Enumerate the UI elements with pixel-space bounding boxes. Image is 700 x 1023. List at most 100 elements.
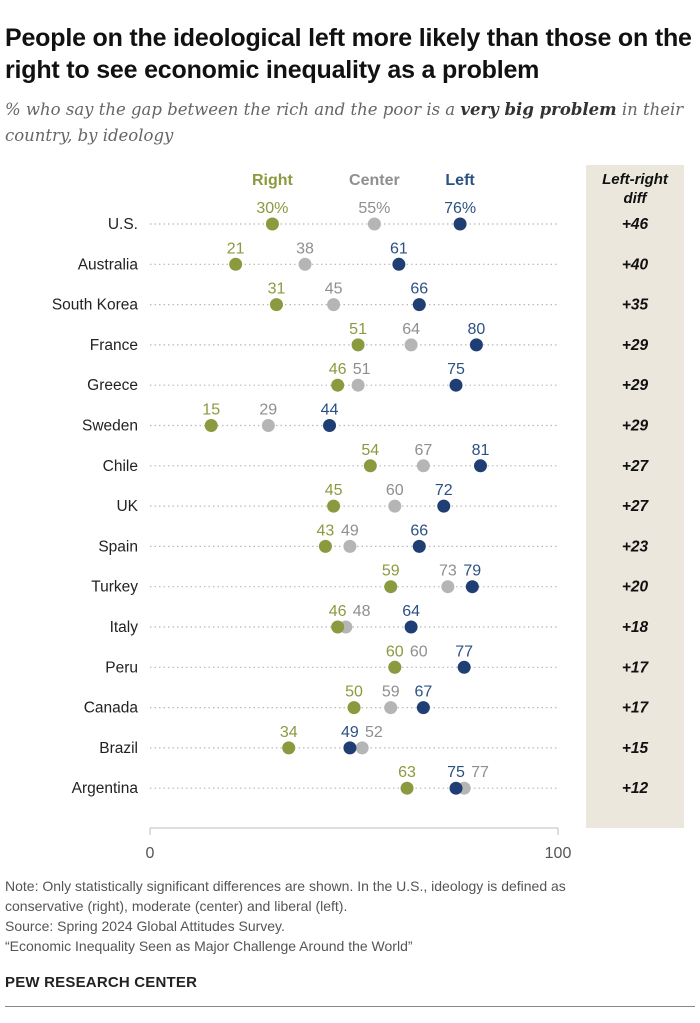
country-label: UK [116, 498, 138, 515]
value-label-left: 61 [390, 240, 408, 257]
value-label-right: 21 [227, 240, 245, 257]
subtitle-emphasis: very big problem [460, 100, 617, 119]
value-label-center: 59 [382, 684, 400, 701]
dot-right [229, 257, 243, 271]
country-label: Turkey [91, 579, 138, 596]
dot-center [343, 539, 357, 553]
legend-right: Right [252, 172, 294, 189]
value-label-center: 45 [325, 281, 343, 298]
dot-right [347, 701, 361, 715]
value-label-left: 79 [463, 563, 481, 580]
country-label: Spain [98, 538, 138, 555]
diff-value: +17 [622, 659, 650, 676]
value-label-center: 48 [353, 603, 371, 620]
diff-value: +40 [622, 256, 649, 273]
country-label: Sweden [82, 418, 138, 435]
diff-value: +27 [622, 458, 650, 475]
dot-left [412, 298, 426, 312]
subtitle-text-1: % who say the gap between the rich and t… [5, 100, 461, 119]
report-title-line: “Economic Inequality Seen as Major Chall… [5, 938, 413, 954]
pew-logo-text: PEW RESEARCH CENTER [5, 974, 198, 991]
subtitle-text-2: in their country, by ideology [5, 100, 684, 145]
country-label: Argentina [72, 780, 139, 797]
bottom-divider [5, 1006, 695, 1007]
dot-right [269, 298, 283, 312]
diff-value: +35 [622, 297, 649, 314]
dot-right [331, 378, 345, 392]
country-label: U.S. [108, 216, 138, 233]
value-label-center: 49 [341, 522, 359, 539]
value-label-left: 77 [455, 643, 473, 660]
chart-title: People on the ideological left more like… [5, 24, 692, 84]
notes: Note: Only statistically significant dif… [5, 876, 695, 956]
diff-value: +29 [622, 418, 649, 435]
value-label-left: 44 [321, 402, 339, 419]
dot-left [323, 419, 337, 432]
country-label: Australia [78, 256, 139, 273]
dot-center [367, 217, 381, 231]
diff-column-panel [586, 165, 684, 828]
value-label-right: 31 [268, 281, 286, 298]
dot-left [469, 338, 483, 352]
value-label-center: 64 [402, 321, 420, 338]
value-label-right: 51 [349, 321, 367, 338]
value-label-center: 29 [259, 402, 277, 419]
dot-right [384, 580, 398, 594]
legend-left: Left [445, 172, 475, 189]
diff-value: +46 [622, 216, 649, 233]
country-label: France [90, 337, 138, 354]
value-label-right: 45 [325, 482, 343, 499]
country-label: Brazil [99, 740, 138, 757]
value-label-center: 77 [471, 764, 489, 781]
dot-left [457, 660, 471, 674]
dot-center [441, 580, 455, 594]
value-label-right: 46 [329, 361, 347, 378]
dot-left [449, 781, 463, 795]
diff-value: +29 [622, 337, 649, 354]
dot-right [327, 499, 341, 513]
dot-left [437, 499, 451, 513]
value-label-left: 66 [410, 281, 428, 298]
dot-center [416, 459, 430, 473]
diff-value: +27 [622, 498, 650, 515]
value-label-right: 46 [329, 603, 347, 620]
value-label-right: 15 [202, 402, 220, 419]
country-label: Canada [84, 700, 139, 717]
x-tick-label: 100 [545, 845, 572, 862]
value-label-left: 75 [447, 361, 465, 378]
dot-left [449, 378, 463, 392]
diff-header: diff [623, 190, 648, 207]
dot-right [204, 419, 218, 432]
value-label-left: 75 [447, 764, 465, 781]
dot-right [265, 217, 279, 231]
value-label-center: 55% [358, 200, 390, 217]
value-label-center: 73 [439, 563, 457, 580]
dot-center [351, 378, 365, 392]
dot-right [400, 781, 414, 795]
dot-left [343, 741, 357, 755]
value-label-center: 51 [353, 361, 371, 378]
dot-center [355, 741, 369, 755]
note-line: conservative (right), moderate (center) … [5, 898, 348, 914]
value-label-left: 64 [402, 603, 420, 620]
legend-center: Center [349, 172, 400, 189]
dot-left [404, 620, 418, 634]
dot-left [416, 701, 430, 715]
value-label-left: 67 [414, 684, 432, 701]
dot-plot-chart: 0 100 Right Center Left Left-right diff U.S. +46… [52, 165, 684, 862]
dot-left [412, 539, 426, 553]
value-label-left: 72 [435, 482, 453, 499]
dot-right [351, 338, 365, 352]
chart-subtitle: % who say the gap between the rich and t… [5, 97, 695, 149]
diff-value: +23 [622, 538, 649, 555]
dot-center [261, 419, 275, 432]
value-label-center: 60 [386, 482, 404, 499]
diff-value: +15 [622, 740, 649, 757]
value-label-left: 49 [341, 724, 359, 741]
dot-left [453, 217, 467, 231]
dot-right [363, 459, 377, 473]
diff-value: +29 [622, 377, 649, 394]
dot-center [404, 338, 418, 352]
value-label-right: 50 [345, 684, 363, 701]
value-label-right: 59 [382, 563, 400, 580]
